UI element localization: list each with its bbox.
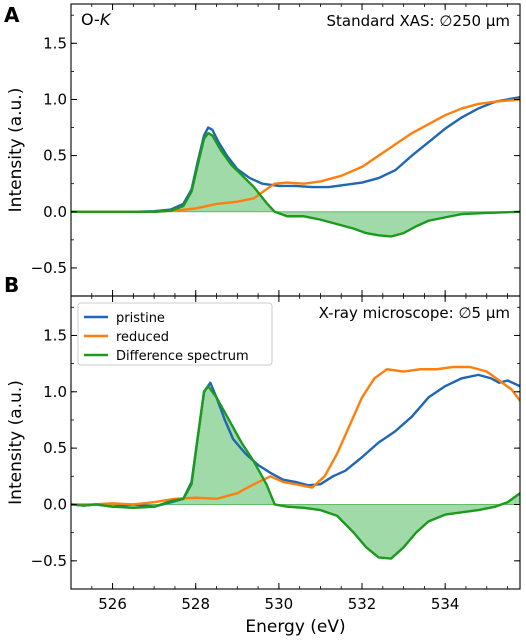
panel-letter: B [4, 273, 19, 297]
x-tick-label: 530 [265, 595, 294, 613]
y-tick-label: 1.5 [43, 34, 67, 52]
panel-letter: A [4, 3, 20, 27]
y-tick-label: 0.0 [43, 495, 67, 513]
pristine-series-line [71, 373, 520, 508]
y-axis-label: Intensity (a.u.) [6, 88, 26, 213]
panel-annotation: X-ray microscope: ∅5 µm [319, 304, 510, 322]
y-axis-label: Intensity (a.u.) [6, 380, 26, 505]
reduced-series-line [71, 365, 520, 506]
y-tick-label: 0.0 [43, 203, 67, 221]
y-tick-label: 1.5 [43, 326, 67, 344]
legend: pristine reduced Difference spectrum [77, 302, 273, 366]
legend-box [77, 302, 273, 366]
axes-frame [70, 295, 521, 590]
axes-frame [70, 3, 521, 297]
x-tick-label: 526 [98, 595, 127, 613]
legend-label-pristine: pristine [116, 311, 165, 326]
difference-series-line [71, 131, 520, 238]
y-tick-label: −0.5 [31, 259, 67, 277]
y-tick-label: 1.0 [43, 383, 67, 401]
panel-annotation: Standard XAS: ∅250 µm [326, 12, 510, 30]
pristine-series-line [71, 96, 520, 213]
x-tick-label: 534 [431, 595, 460, 613]
difference-series-line [71, 384, 520, 560]
legend-label-difference: Difference spectrum [116, 349, 249, 364]
y-tick-label: −0.5 [31, 552, 67, 570]
panel-title: O-K [81, 10, 112, 29]
x-tick-label: 528 [181, 595, 210, 613]
y-tick-label: 1.0 [43, 90, 67, 108]
y-tick-label: 0.5 [43, 147, 67, 165]
x-axis-label: Energy (eV) [245, 617, 345, 637]
difference-fill [71, 386, 520, 559]
reduced-series-line [71, 98, 520, 213]
y-tick-label: 0.5 [43, 439, 67, 457]
x-tick-label: 532 [348, 595, 377, 613]
legend-label-reduced: reduced [116, 330, 169, 345]
